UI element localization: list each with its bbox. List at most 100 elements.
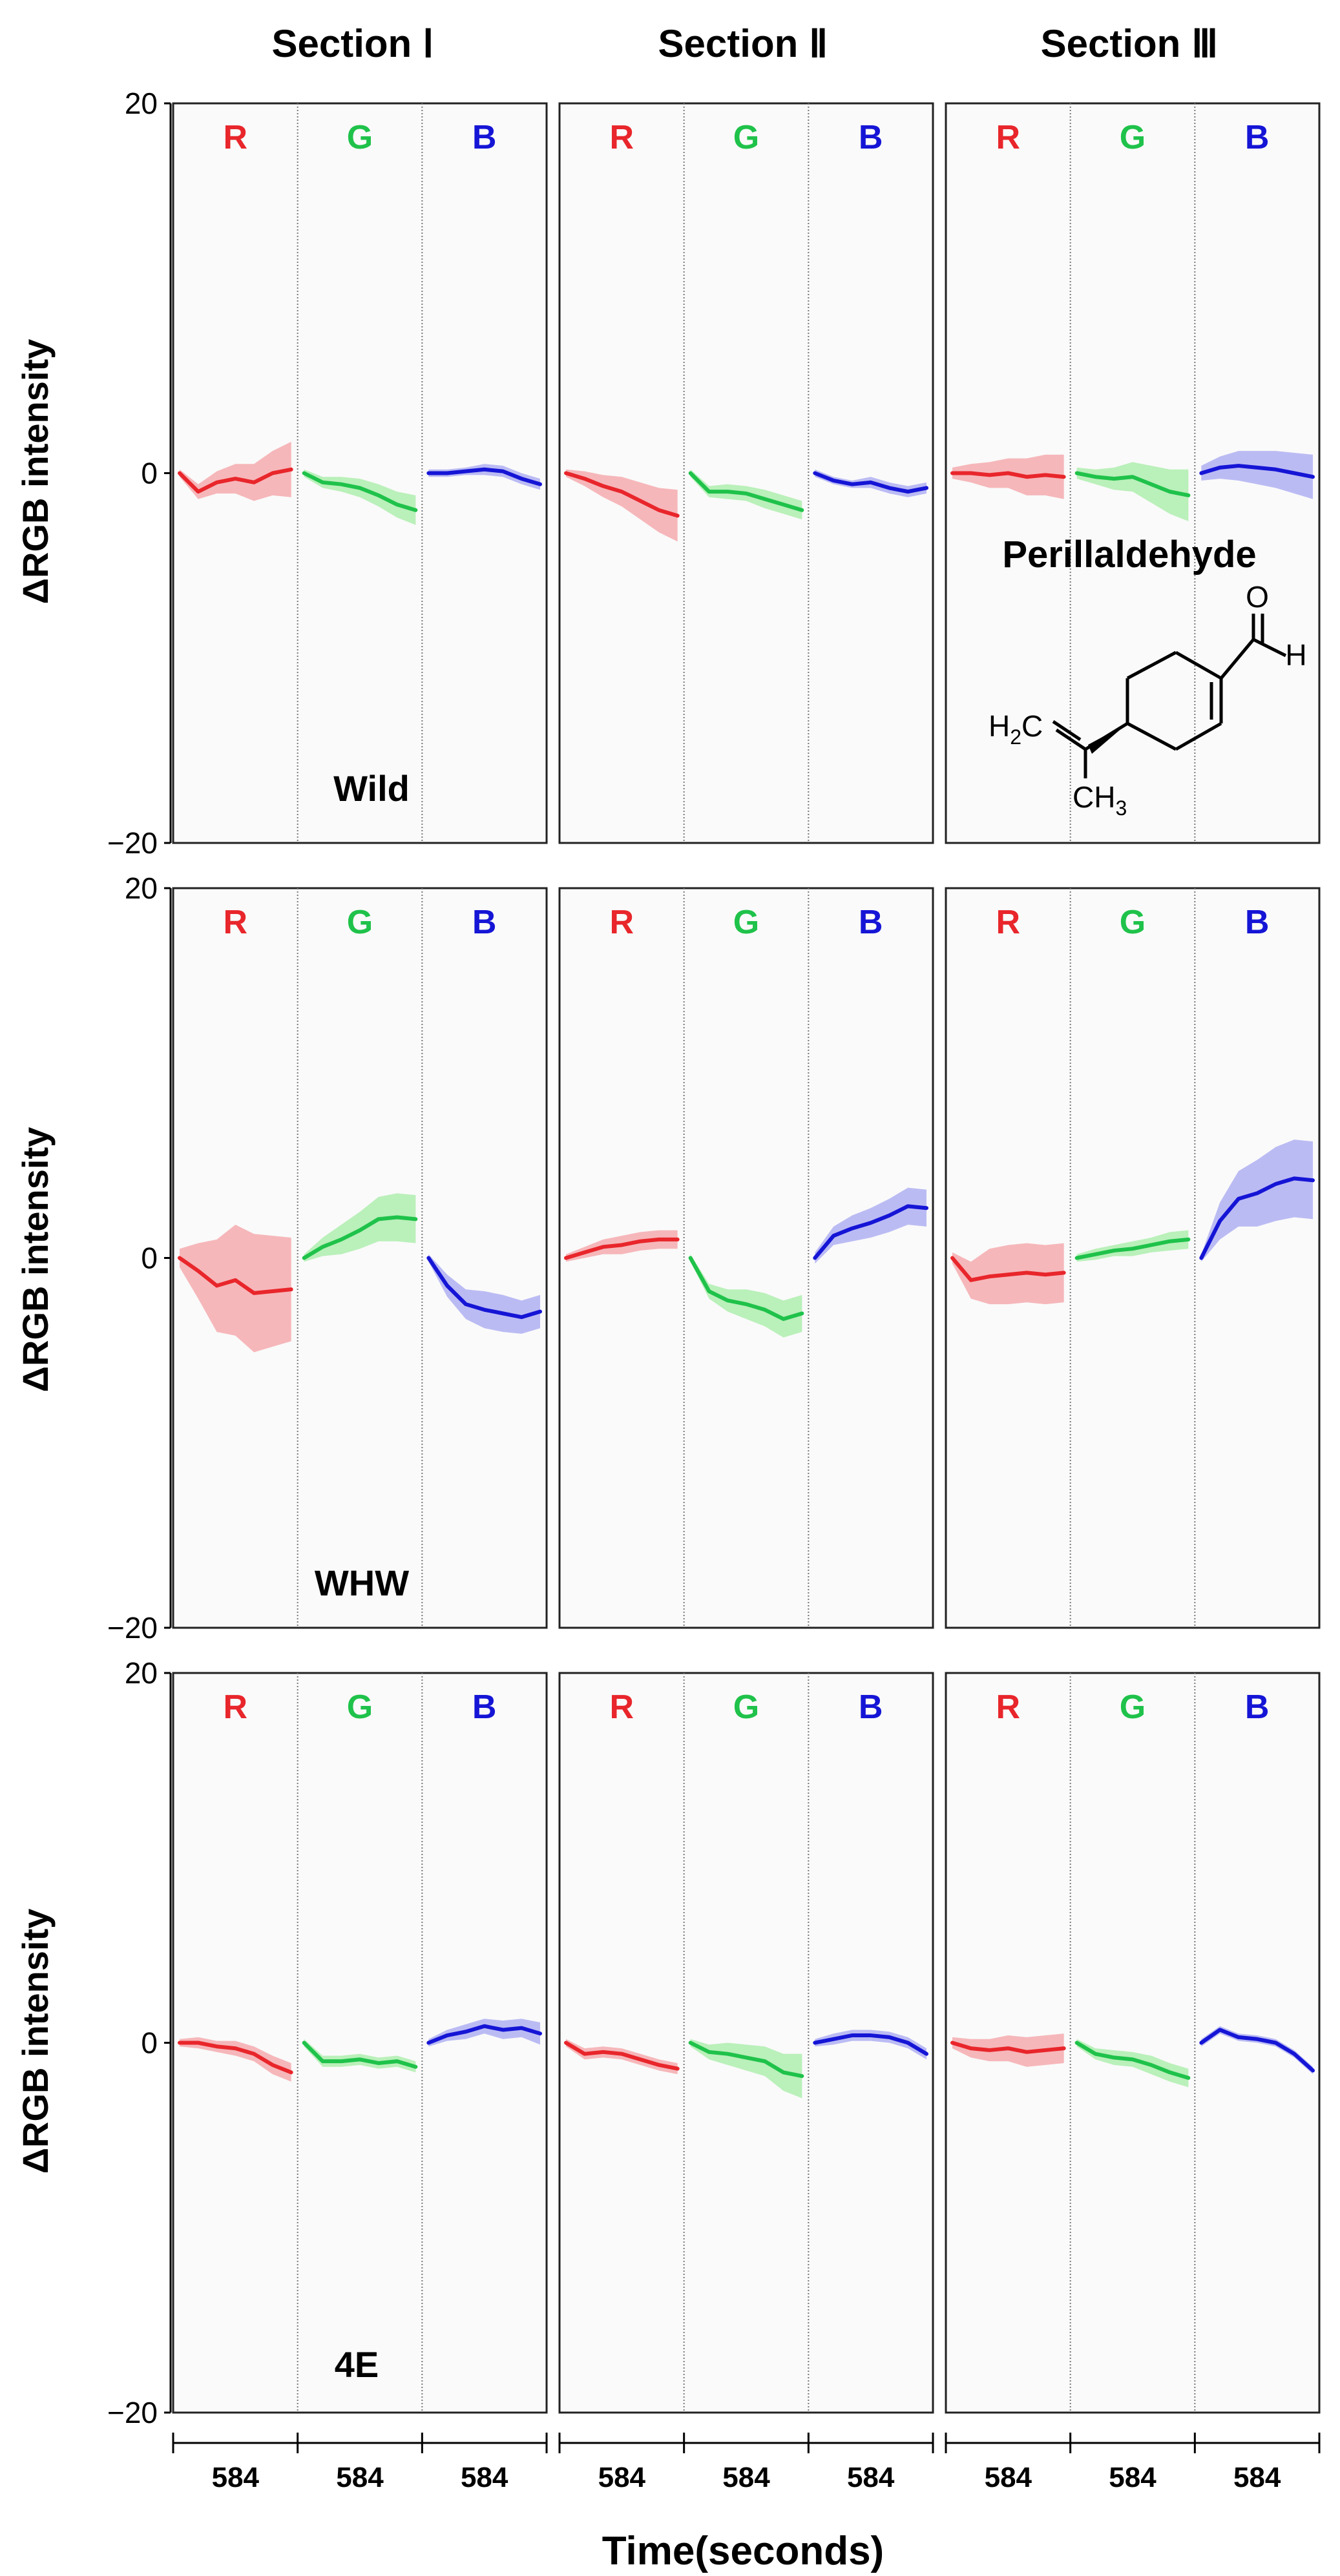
time-tick-label: 584 (847, 2462, 895, 2493)
sd-band-b (428, 2019, 540, 2047)
channel-label-g: G (733, 119, 759, 156)
mean-line-b (1199, 2028, 1315, 2073)
section-title-2: Section Ⅱ (658, 22, 828, 65)
mean-line-r (950, 1256, 1066, 1282)
panel-frame (558, 887, 934, 1629)
channel-label-r: R (610, 904, 634, 941)
mean-line-r (564, 2041, 680, 2071)
mean-line-b (426, 1256, 542, 1320)
y-tick-label: 0 (141, 1241, 158, 1275)
channel-label-b: B (472, 119, 497, 156)
sd-band-g (1076, 2039, 1189, 2088)
channel-label-g: G (347, 119, 373, 156)
atom-ch3: CH3 (1073, 780, 1127, 820)
row-label-whw: WHW (315, 1563, 409, 1603)
time-tick-label: 584 (336, 2462, 384, 2493)
time-tick-label: 584 (212, 2462, 260, 2493)
section-titles: Section Ⅰ Section Ⅱ Section Ⅲ (271, 22, 1218, 65)
section-title-3: Section Ⅲ (1041, 22, 1219, 65)
sd-band-r (566, 2039, 678, 2075)
channel-label-r: R (224, 904, 248, 941)
sd-band-b (1201, 1139, 1313, 1262)
mean-line-r (950, 471, 1066, 479)
time-tick-label: 584 (1109, 2462, 1157, 2493)
wedge-bond (1088, 723, 1127, 754)
y-axis-label-row-1: ΔRGB intensity (15, 339, 56, 605)
mean-line-r (178, 1256, 293, 1295)
sd-band-g (690, 1254, 802, 1338)
mean-line-g (302, 1215, 418, 1260)
time-axis-section-1: 584 584 584 (172, 2433, 548, 2493)
y-axis-row-3: 20 0 −20 (107, 1656, 172, 2429)
channel-label-r: R (996, 119, 1021, 156)
time-axis-section-3: 584 584 584 (945, 2433, 1321, 2493)
y-tick-label: 20 (125, 87, 158, 120)
time-tick-label: 584 (461, 2462, 508, 2493)
mean-line-g (302, 471, 418, 512)
channel-label-b: B (859, 1688, 883, 1726)
channel-label-r: R (610, 119, 634, 156)
y-axis-row-1: 20 0 −20 (107, 87, 172, 860)
mean-line-r (950, 2041, 1066, 2054)
panel-grid: 20 0 −20 R G B R G B R G B 20 0 −20 R G B R G B R G B 20 0 −20 R G B R… (107, 87, 1321, 2429)
y-axis-row-2: 20 0 −20 (107, 871, 172, 1645)
sd-band-b (815, 1187, 926, 1264)
y-tick-label: 0 (141, 2026, 158, 2060)
mean-line-b (1199, 1176, 1315, 1260)
mean-line-g (688, 1256, 804, 1321)
mean-line-g (1074, 1237, 1191, 1260)
atom-H: H (1285, 638, 1306, 672)
perillaldehyde-structure (1052, 614, 1287, 778)
x-axis-label: Time(seconds) (602, 2529, 884, 2573)
time-tick-label: 584 (1233, 2462, 1281, 2493)
channel-label-b: B (859, 904, 883, 941)
channel-label-r: R (996, 1688, 1021, 1726)
channel-label-b: B (1245, 119, 1270, 156)
sd-band-r (566, 469, 678, 542)
sd-band-r (952, 454, 1064, 499)
mean-line-r (178, 2041, 293, 2075)
perillaldehyde-annotation: Perillaldehyde O H H2C CH3 (989, 534, 1307, 820)
y-axis-label-row-2: ΔRGB intensity (15, 1127, 56, 1393)
y-axis-label-row-3: ΔRGB intensity (15, 1909, 56, 2174)
mean-line-b (813, 2033, 928, 2056)
row-label-wild: Wild (333, 768, 410, 809)
sd-band-b (1201, 451, 1313, 499)
channel-label-r: R (224, 1688, 248, 1726)
mean-line-r (178, 467, 293, 494)
mean-line-g (1074, 2041, 1191, 2080)
mean-line-b (813, 471, 928, 494)
channel-label-g: G (347, 904, 373, 941)
mean-line-b (1199, 464, 1315, 479)
channel-label-r: R (610, 1688, 634, 1726)
channel-label-g: G (347, 1688, 373, 1726)
channel-label-b: B (1245, 1688, 1270, 1726)
y-tick-label: 20 (125, 871, 158, 905)
mean-line-g (302, 2041, 418, 2069)
time-axes: 584 584 584 584 584 584 584 584 584 (172, 2433, 1321, 2493)
time-axis-section-2: 584 584 584 (558, 2433, 934, 2493)
time-tick-label: 584 (722, 2462, 770, 2493)
channel-label-g: G (1120, 119, 1146, 156)
time-tick-label: 584 (598, 2462, 646, 2493)
channel-label-g: G (733, 1688, 759, 1726)
time-tick-label: 584 (985, 2462, 1032, 2493)
mean-line-b (813, 1204, 928, 1260)
channel-label-b: B (1245, 904, 1270, 941)
mean-line-b (426, 2024, 542, 2045)
compound-name: Perillaldehyde (1002, 534, 1256, 576)
channel-label-r: R (996, 904, 1021, 941)
mean-line-g (688, 2041, 804, 2079)
sd-band-r (180, 1224, 291, 1353)
panel-frame (558, 102, 934, 844)
y-tick-label: 20 (125, 1656, 158, 1690)
channel-label-b: B (472, 1688, 497, 1726)
channel-label-b: B (472, 904, 497, 941)
atom-h2c: H2C (989, 709, 1043, 749)
channel-label-r: R (224, 119, 248, 156)
